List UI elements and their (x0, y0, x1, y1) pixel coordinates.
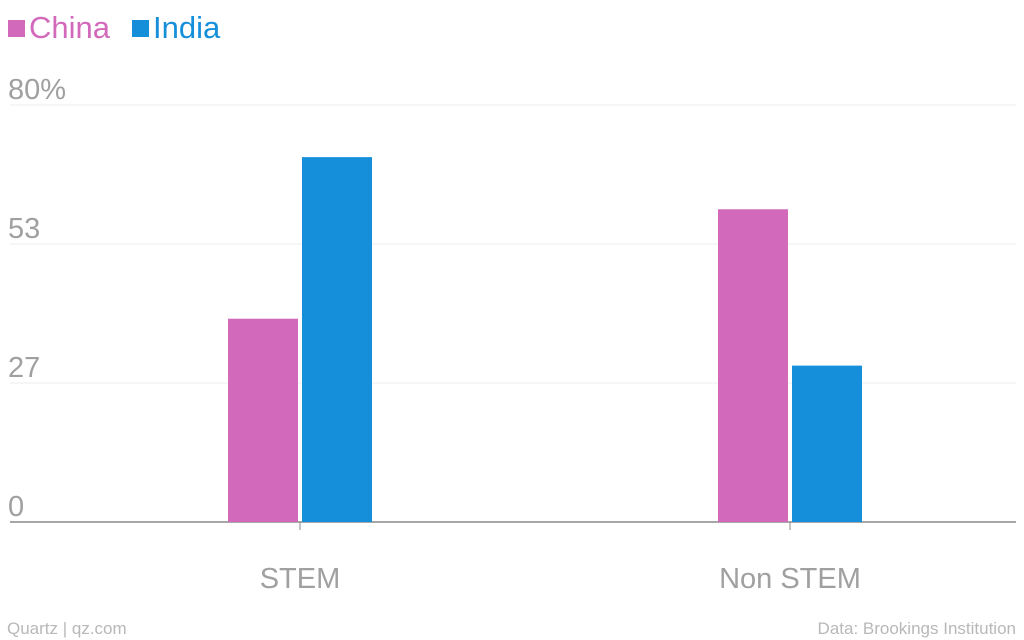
legend-label-india: India (153, 10, 221, 45)
y-tick-label: 27 (8, 352, 40, 384)
x-tick-label: STEM (260, 563, 341, 595)
x-tick-label: Non STEM (719, 563, 861, 595)
bar-china-stem (228, 318, 298, 522)
legend: China India (8, 10, 242, 46)
footer-source-left: Quartz | qz.com (7, 619, 127, 638)
y-tick-label: 0 (8, 491, 24, 523)
legend-swatch-china (8, 19, 25, 37)
legend-item-india: India (132, 10, 220, 46)
x-axis-ticks: STEM Non STEM (260, 522, 861, 595)
y-tick-label: 80% (8, 74, 66, 106)
gridlines (10, 104, 1016, 523)
legend-item-china: China (8, 10, 110, 46)
footer-source-right: Data: Brookings Institution (817, 619, 1016, 638)
bars (228, 157, 862, 522)
legend-swatch-india (132, 19, 149, 37)
y-axis-ticks: 0 27 53 80% (8, 74, 66, 523)
bar-india-stem (302, 157, 372, 522)
y-tick-label: 53 (8, 213, 40, 245)
legend-label-china: China (29, 10, 110, 45)
bar-india-non-stem (792, 365, 862, 522)
bar-china-non-stem (718, 209, 788, 522)
